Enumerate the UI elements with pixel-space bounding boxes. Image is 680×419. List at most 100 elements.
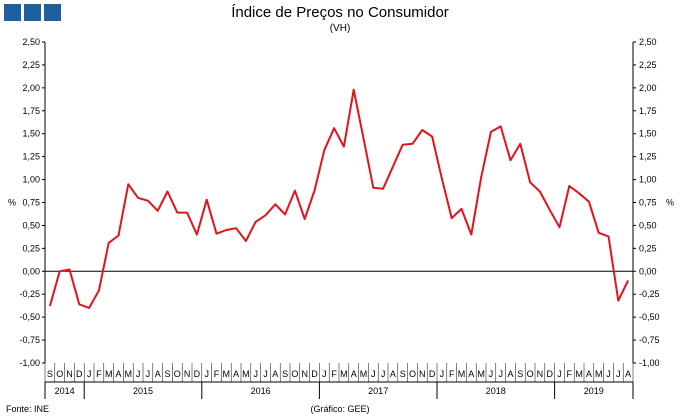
month-label: D <box>546 369 553 379</box>
month-label: S <box>400 369 406 379</box>
month-label: N <box>537 369 544 379</box>
y-tick-label-right: 2,50 <box>639 37 657 47</box>
month-label: J <box>146 369 151 379</box>
month-label: A <box>115 369 121 379</box>
y-tick-label-right: 2,00 <box>639 83 657 93</box>
month-label: J <box>498 369 503 379</box>
y-tick-label-right: -0,25 <box>639 289 660 299</box>
month-label: J <box>136 369 141 379</box>
month-label: S <box>282 369 288 379</box>
month-label: M <box>340 369 348 379</box>
logo-square <box>24 4 41 21</box>
month-label: J <box>616 369 621 379</box>
month-label: N <box>419 369 426 379</box>
y-tick-label-right: 1,00 <box>639 175 657 185</box>
y-tick-label-left: -1,00 <box>19 358 40 368</box>
year-label: 2015 <box>133 386 153 396</box>
month-label: A <box>586 369 592 379</box>
month-label: S <box>517 369 523 379</box>
month-label: O <box>409 369 416 379</box>
month-label: M <box>360 369 368 379</box>
y-tick-label-right: 0,75 <box>639 198 657 208</box>
month-label: J <box>381 369 386 379</box>
y-axis-label-left: % <box>8 198 16 208</box>
y-tick-label-left: 2,00 <box>22 83 40 93</box>
month-label: N <box>301 369 308 379</box>
y-tick-label-right: 0,25 <box>639 243 657 253</box>
month-label: J <box>371 369 376 379</box>
month-label: O <box>527 369 534 379</box>
logo-square <box>4 4 21 21</box>
y-tick-label-left: 1,75 <box>22 106 40 116</box>
month-label: J <box>557 369 562 379</box>
y-tick-label-left: 0,75 <box>22 198 40 208</box>
month-label: A <box>233 369 239 379</box>
month-label: M <box>595 369 603 379</box>
y-tick-label-left: -0,25 <box>19 289 40 299</box>
month-label: M <box>105 369 113 379</box>
y-tick-label-right: 1,25 <box>639 152 657 162</box>
month-label: N <box>66 369 73 379</box>
month-label: S <box>164 369 170 379</box>
month-label: D <box>194 369 201 379</box>
credit-note: (Gráfico: GEE) <box>310 404 370 414</box>
year-label: 2016 <box>251 386 271 396</box>
y-tick-label-right: 0,50 <box>639 220 657 230</box>
source-note: Fonte: INE <box>6 404 50 414</box>
month-label: A <box>625 369 631 379</box>
month-label: F <box>96 369 102 379</box>
month-label: J <box>489 369 494 379</box>
year-label: 2019 <box>584 386 604 396</box>
month-label: S <box>47 369 53 379</box>
y-tick-label-left: 2,25 <box>22 60 40 70</box>
y-tick-label-left: 2,50 <box>22 37 40 47</box>
month-label: D <box>311 369 318 379</box>
series-line <box>48 88 629 309</box>
month-label: A <box>468 369 474 379</box>
month-label: M <box>223 369 231 379</box>
month-label: J <box>87 369 92 379</box>
month-label: J <box>606 369 611 379</box>
y-tick-label-right: -1,00 <box>639 358 660 368</box>
y-tick-label-right: 2,25 <box>639 60 657 70</box>
month-label: A <box>351 369 357 379</box>
month-label: M <box>477 369 485 379</box>
month-label: D <box>76 369 83 379</box>
year-label: 2017 <box>368 386 388 396</box>
y-tick-label-right: 1,75 <box>639 106 657 116</box>
y-tick-label-right: 1,50 <box>639 129 657 139</box>
y-tick-label-left: -0,50 <box>19 312 40 322</box>
y-tick-label-left: 0,00 <box>22 266 40 276</box>
logo <box>4 4 61 21</box>
month-label: O <box>56 369 63 379</box>
month-label: J <box>253 369 258 379</box>
month-label: J <box>322 369 327 379</box>
y-tick-label-left: -0,75 <box>19 335 40 345</box>
month-label: A <box>155 369 161 379</box>
chart-title: Índice de Preços no Consumidor <box>231 4 449 21</box>
y-tick-label-left: 1,25 <box>22 152 40 162</box>
month-label: O <box>291 369 298 379</box>
month-label: F <box>331 369 337 379</box>
y-tick-label-left: 1,00 <box>22 175 40 185</box>
y-tick-label-left: 0,50 <box>22 220 40 230</box>
month-label: F <box>567 369 573 379</box>
month-label: M <box>125 369 133 379</box>
month-label: A <box>390 369 396 379</box>
month-label: M <box>458 369 466 379</box>
logo-square <box>44 4 61 21</box>
month-label: A <box>272 369 278 379</box>
month-label: J <box>204 369 209 379</box>
year-label: 2014 <box>55 386 75 396</box>
chart-subtitle: (VH) <box>329 23 351 34</box>
month-label: D <box>429 369 436 379</box>
month-label: O <box>174 369 181 379</box>
month-label: F <box>214 369 220 379</box>
month-label: F <box>449 369 455 379</box>
y-tick-label-right: 0,00 <box>639 266 657 276</box>
y-axis-label-right: % <box>666 198 674 208</box>
month-label: A <box>507 369 513 379</box>
year-label: 2018 <box>486 386 506 396</box>
month-label: M <box>242 369 250 379</box>
